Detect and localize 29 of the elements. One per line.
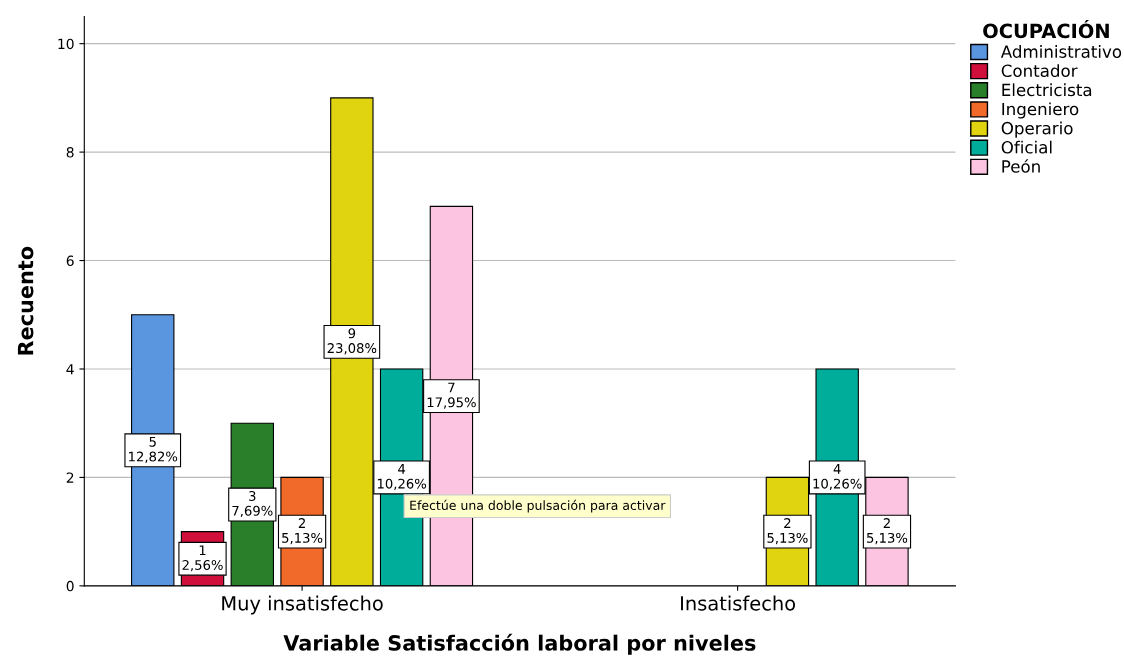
legend-label: Oficial — [1001, 140, 1052, 154]
legend-label: Peón — [1002, 159, 1040, 173]
x-axis-title: Variable Satisfacción laboral por niveles — [283, 633, 756, 655]
legend-label: Operario — [1001, 121, 1073, 138]
x-tick-label: Insatisfecho — [681, 595, 796, 611]
legend-title: OCUPACIÓN — [983, 20, 1109, 39]
data-label: 5 12,82% — [129, 436, 178, 463]
data-label: 3 7,69% — [232, 491, 273, 518]
y-tick-label: 8 — [66, 147, 74, 158]
y-tick-label: 10 — [58, 38, 74, 50]
legend-label: Electricista — [1002, 83, 1092, 97]
data-label: 7 17,95% — [427, 382, 476, 409]
x-tick-label: Muy insatisfecho — [222, 595, 383, 615]
y-tick-label: 4 — [66, 364, 74, 375]
data-label: 4 10,26% — [377, 464, 427, 490]
y-tick-label: 0 — [66, 580, 74, 592]
data-label: 2 5,13% — [282, 518, 323, 545]
legend-label: Administrativo — [1000, 45, 1122, 58]
data-label: 2 5,13% — [767, 518, 808, 545]
data-label: 1 2,56% — [182, 545, 223, 572]
annotation: Efectúe una doble pulsación para activar — [410, 499, 666, 513]
legend-label: Ingeniero — [1002, 102, 1079, 119]
y-tick-label: 6 — [66, 255, 74, 267]
data-label: 2 5,13% — [867, 518, 908, 545]
legend-label: Contador — [1001, 64, 1078, 78]
data-label: 9 23,08% — [327, 328, 377, 355]
data-label: 4 10,26% — [813, 464, 862, 490]
y-axis-title: Recuento — [17, 246, 34, 355]
y-tick-label: 2 — [66, 472, 74, 483]
